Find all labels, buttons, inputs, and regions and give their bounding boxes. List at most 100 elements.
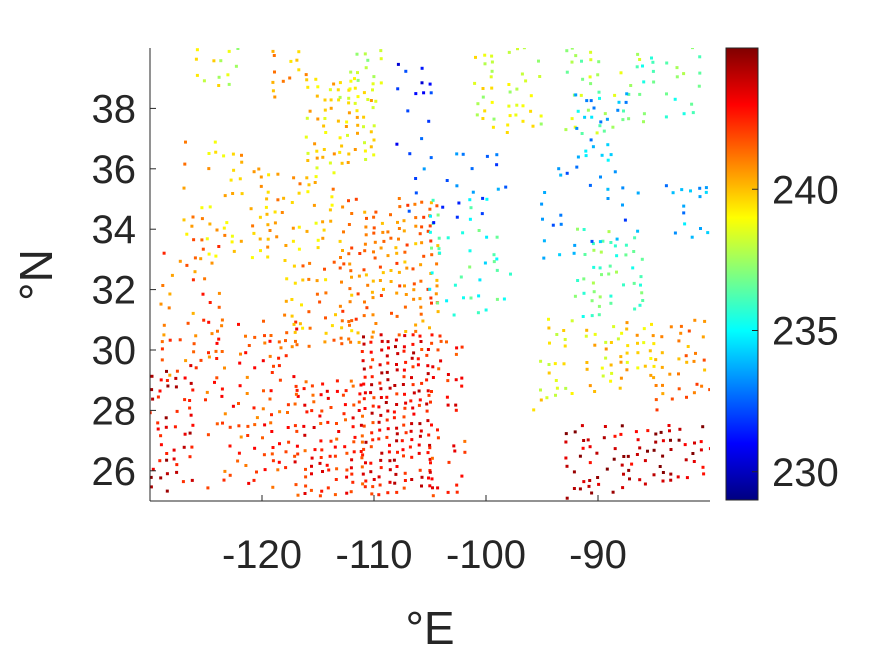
scatter-point bbox=[334, 313, 337, 317]
scatter-point bbox=[236, 48, 240, 50]
scatter-point bbox=[328, 161, 332, 165]
scatter-point bbox=[377, 437, 381, 441]
scatter-point bbox=[371, 330, 375, 334]
scatter-point bbox=[417, 403, 421, 407]
scatter-point bbox=[231, 192, 235, 195]
scatter-point bbox=[268, 397, 272, 401]
scatter-point bbox=[296, 394, 300, 398]
scatter-point bbox=[559, 173, 563, 177]
scatter-point bbox=[420, 66, 424, 70]
scatter-point bbox=[559, 213, 563, 217]
scatter-point bbox=[339, 336, 343, 340]
scatter-point bbox=[633, 307, 637, 311]
scatter-point bbox=[183, 376, 187, 380]
scatter-point bbox=[608, 264, 612, 268]
scatter-point bbox=[402, 349, 406, 353]
scatter-point bbox=[669, 478, 673, 482]
scatter-point bbox=[380, 221, 384, 225]
scatter-point bbox=[281, 79, 285, 83]
scatter-point bbox=[284, 299, 288, 303]
scatter-point bbox=[284, 339, 287, 343]
scatter-point bbox=[698, 71, 702, 75]
scatter-point bbox=[504, 185, 508, 189]
scatter-point bbox=[352, 440, 356, 444]
scatter-point bbox=[359, 383, 363, 387]
scatter-point bbox=[356, 78, 360, 82]
scatter-point bbox=[175, 369, 179, 373]
scatter-point bbox=[356, 71, 359, 75]
scatter-point bbox=[584, 334, 588, 338]
scatter-point bbox=[438, 334, 442, 338]
scatter-point bbox=[301, 264, 305, 268]
y-tick-label: 30 bbox=[92, 329, 137, 373]
scatter-point bbox=[490, 60, 494, 64]
scatter-point bbox=[588, 445, 592, 449]
scatter-point bbox=[238, 384, 242, 388]
scatter-point bbox=[199, 257, 203, 261]
scatter-point bbox=[428, 443, 432, 447]
scatter-point bbox=[678, 427, 682, 431]
scatter-point bbox=[599, 175, 602, 179]
scatter-point bbox=[362, 382, 366, 386]
scatter-point bbox=[649, 357, 653, 360]
scatter-point bbox=[310, 472, 313, 476]
scatter-point bbox=[573, 294, 577, 298]
scatter-point bbox=[364, 479, 368, 483]
scatter-point bbox=[363, 300, 366, 304]
scatter-point bbox=[438, 251, 442, 255]
scatter-point bbox=[626, 344, 630, 348]
scatter-point bbox=[409, 399, 413, 403]
scatter-point bbox=[619, 360, 623, 364]
scatter-point bbox=[164, 416, 168, 420]
scatter-point bbox=[320, 489, 324, 493]
scatter-point bbox=[426, 451, 430, 455]
scatter-point bbox=[215, 422, 219, 426]
scatter-point bbox=[477, 229, 481, 232]
scatter-point bbox=[378, 483, 382, 487]
scatter-point bbox=[219, 59, 223, 63]
scatter-point bbox=[582, 228, 586, 231]
scatter-point bbox=[194, 366, 198, 370]
scatter-point bbox=[349, 269, 353, 273]
scatter-point bbox=[578, 487, 582, 491]
scatter-point bbox=[373, 240, 377, 244]
scatter-point bbox=[158, 389, 162, 393]
scatter-point bbox=[446, 373, 450, 376]
scatter-point bbox=[170, 273, 174, 277]
scatter-point bbox=[641, 299, 645, 302]
scatter-point bbox=[325, 463, 329, 467]
scatter-point bbox=[414, 92, 418, 96]
scatter-point bbox=[593, 343, 597, 347]
scatter-point bbox=[363, 391, 367, 395]
scatter-point bbox=[347, 111, 351, 115]
scatter-point bbox=[642, 120, 645, 124]
scatter-point bbox=[639, 283, 642, 287]
scatter-point bbox=[392, 458, 396, 462]
scatter-point bbox=[358, 252, 362, 255]
scatter-point bbox=[270, 413, 273, 417]
scatter-point bbox=[297, 68, 301, 72]
scatter-point bbox=[404, 330, 408, 333]
scatter-point bbox=[319, 422, 323, 425]
scatter-point bbox=[702, 358, 706, 362]
scatter-point bbox=[675, 66, 679, 70]
scatter-point bbox=[159, 443, 163, 447]
scatter-point bbox=[301, 278, 305, 282]
scatter-point bbox=[306, 151, 310, 155]
scatter-point bbox=[324, 131, 328, 134]
scatter-point bbox=[328, 454, 332, 458]
scatter-point bbox=[321, 470, 324, 473]
y-tick-label: 36 bbox=[92, 148, 137, 192]
scatter-point bbox=[404, 401, 408, 405]
scatter-point bbox=[698, 186, 702, 190]
scatter-point bbox=[418, 297, 422, 301]
scatter-point bbox=[215, 376, 219, 380]
scatter-point bbox=[604, 340, 608, 344]
scatter-point bbox=[460, 474, 464, 478]
scatter-point bbox=[636, 438, 640, 442]
scatter-point bbox=[414, 329, 418, 333]
x-axis-label: °E bbox=[405, 602, 454, 654]
scatter-point bbox=[429, 461, 432, 465]
scatter-point bbox=[589, 58, 593, 62]
scatter-point bbox=[452, 444, 456, 448]
